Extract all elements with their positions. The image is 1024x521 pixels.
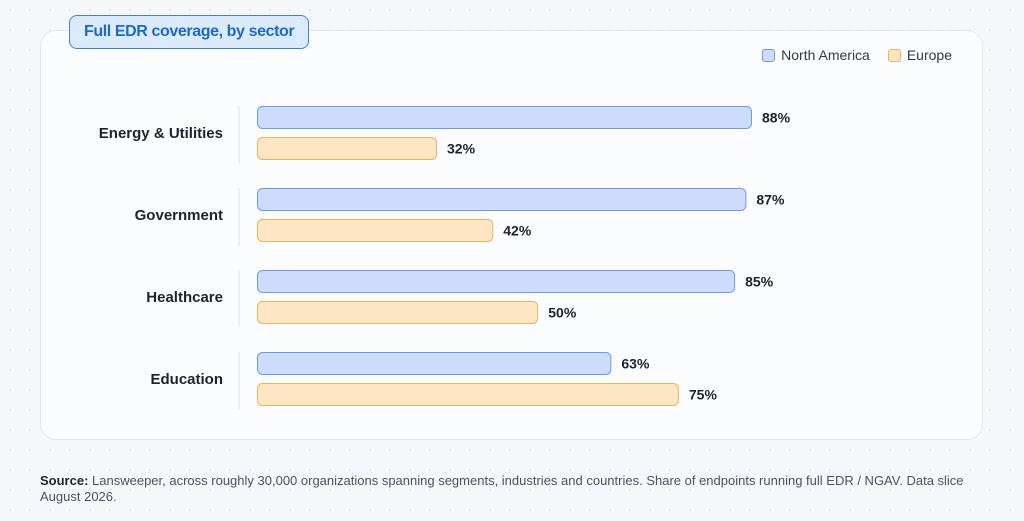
value-label-europe-energy-utilities: 32%: [447, 141, 476, 157]
category-label-government: Government: [135, 207, 223, 224]
legend-swatch-europe: [887, 48, 901, 62]
bar-north-america-healthcare: [257, 270, 736, 293]
bar-north-america-government: [257, 188, 747, 211]
value-label-north-america-energy-utilities: 88%: [762, 110, 791, 126]
category-label-education: Education: [150, 371, 223, 388]
bar-europe-education: [257, 383, 679, 406]
source-note: Source: Lansweeper, across roughly 30,00…: [40, 473, 990, 505]
value-label-europe-healthcare: 50%: [548, 305, 577, 321]
legend-swatch-north-america: [762, 48, 776, 62]
legend: North America Europe: [762, 47, 952, 63]
value-label-north-america-healthcare: 85%: [745, 274, 774, 290]
value-label-europe-education: 75%: [689, 387, 718, 403]
legend-item-north-america: North America: [762, 47, 870, 63]
source-text: Lansweeper, across roughly 30,000 organi…: [40, 473, 964, 504]
category-label-healthcare: Healthcare: [146, 289, 223, 306]
chart-title: Full EDR coverage, by sector: [69, 15, 310, 49]
legend-item-europe: Europe: [887, 47, 952, 63]
bar-north-america-energy-utilities: [257, 106, 752, 129]
bar-north-america-education: [257, 352, 612, 375]
bar-europe-healthcare: [257, 301, 539, 324]
bar-europe-government: [257, 219, 494, 242]
category-label-energy-utilities: Energy & Utilities: [99, 125, 223, 142]
legend-label-europe: Europe: [906, 47, 952, 63]
source-label: Source:: [40, 473, 89, 488]
value-label-north-america-education: 63%: [621, 356, 650, 372]
value-label-europe-government: 42%: [503, 223, 532, 239]
bar-europe-energy-utilities: [257, 137, 437, 160]
legend-label-north-america: North America: [781, 47, 870, 63]
value-label-north-america-government: 87%: [756, 192, 785, 208]
